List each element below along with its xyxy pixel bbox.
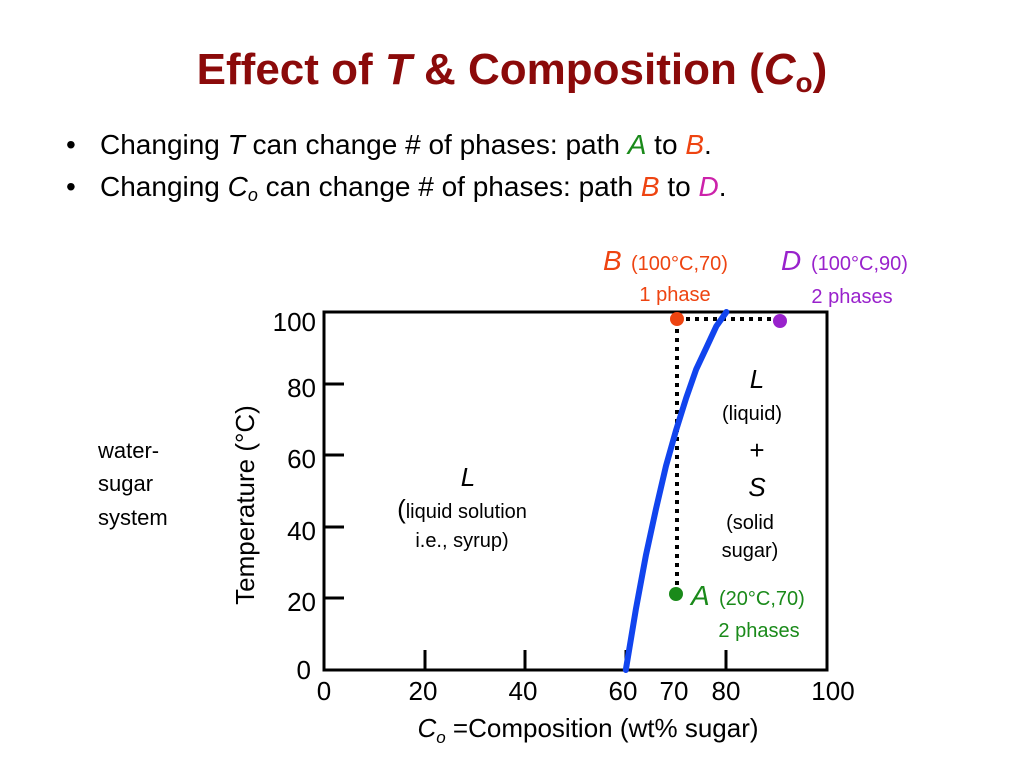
x-tick-label: 70 [660, 676, 689, 706]
point-d-label: D [781, 245, 801, 276]
bullet-item-1: • Changing T can change # of phases: path… [66, 124, 726, 166]
bullet-item-2: • Changing Co can change # of phases: pat… [66, 166, 726, 208]
two-phase-plus: + [749, 435, 764, 465]
x-tick-label: 20 [409, 676, 438, 706]
bullet-point-b: B [685, 129, 705, 160]
title-prefix: Effect of [196, 45, 385, 94]
point-b-coords: (100°C,70) [631, 253, 728, 275]
liquid-region-symbol: L [461, 462, 475, 492]
solubility-curve [622, 309, 730, 673]
liquid-region-line-2: i.e., syrup) [415, 530, 508, 552]
point-b-label: B [603, 245, 622, 276]
bullet-list: • Changing T can change # of phases: path… [66, 124, 726, 208]
point-d-marker [773, 314, 787, 328]
title-var-c-sub: o [795, 67, 813, 98]
bullet-point-b: B [640, 171, 660, 202]
point-a-marker [669, 587, 683, 601]
title-middle: & Composition ( [411, 45, 764, 94]
x-tick-label: 0 [317, 676, 331, 706]
x-tick-label: 80 [712, 676, 741, 706]
two-phase-symbol-s: S [748, 472, 766, 502]
bullet-text: Changing [100, 171, 228, 202]
x-axis-label: Co =Composition (wt% sugar) [417, 713, 758, 747]
two-phase-desc-liquid: (liquid) [722, 403, 782, 425]
plot-frame [322, 310, 829, 672]
point-b-marker [670, 312, 684, 326]
two-phase-desc-sugar: sugar) [722, 540, 779, 562]
x-axis-label-sub: o [436, 728, 445, 747]
side-label-line-3: system [98, 505, 168, 530]
two-phase-desc-solid: (solid [726, 512, 774, 534]
point-a-coords: (20°C,70) [719, 588, 805, 610]
x-tick-label: 40 [509, 676, 538, 706]
liquid-region-desc: liquid solution [406, 501, 527, 523]
bullet-marker: • [66, 171, 76, 202]
y-tick-label: 40 [287, 516, 316, 546]
point-a-label: A [689, 580, 710, 611]
bullet-var: C [227, 171, 248, 202]
bullet-to-word: to [659, 171, 699, 202]
title-var-t: T [384, 45, 412, 94]
bullet-text: can change # of phases: path [244, 129, 628, 160]
y-tick-label: 80 [287, 373, 316, 403]
point-d-coords: (100°C,90) [811, 253, 908, 275]
point-b-phases: 1 phase [639, 284, 710, 306]
bullet-end: . [718, 171, 727, 202]
x-tick-label: 60 [609, 676, 638, 706]
y-tick-label: 20 [287, 587, 316, 617]
x-axis-label-var: C [417, 713, 436, 743]
bullet-point-d: D [698, 171, 719, 202]
side-label-line-2: sugar [98, 471, 153, 496]
y-tick-label: 100 [273, 307, 316, 337]
bullet-point-a: A [627, 129, 647, 160]
bullet-to-word: to [646, 129, 686, 160]
title-var-c: C [763, 45, 796, 94]
y-tick-label: 0 [297, 655, 311, 685]
bullet-marker: • [66, 129, 76, 160]
two-phase-symbol-l: L [750, 364, 764, 394]
x-axis-label-text: =Composition (wt% sugar) [446, 713, 759, 743]
x-tick-label: 100 [811, 676, 854, 706]
side-label-line-1: water- [97, 438, 159, 463]
bullet-var: T [227, 129, 245, 160]
y-axis-label: Temperature (°C) [230, 405, 260, 605]
point-a-phases: 2 phases [718, 620, 799, 642]
bullet-text: Changing [100, 129, 228, 160]
liquid-region-paren: ( [397, 494, 406, 524]
y-tick-group [324, 382, 344, 600]
point-d-phases: 2 phases [811, 286, 892, 308]
y-tick-label: 60 [287, 444, 316, 474]
title-suffix: ) [812, 45, 828, 94]
bullet-end: . [704, 129, 712, 160]
liquid-region-line-1: (liquid solution [397, 494, 527, 524]
bullet-text: can change # of phases: path [257, 171, 641, 202]
bullet-var-sub: o [247, 185, 258, 205]
slide-title: Effect of T & Composition (Co) [0, 42, 1024, 111]
